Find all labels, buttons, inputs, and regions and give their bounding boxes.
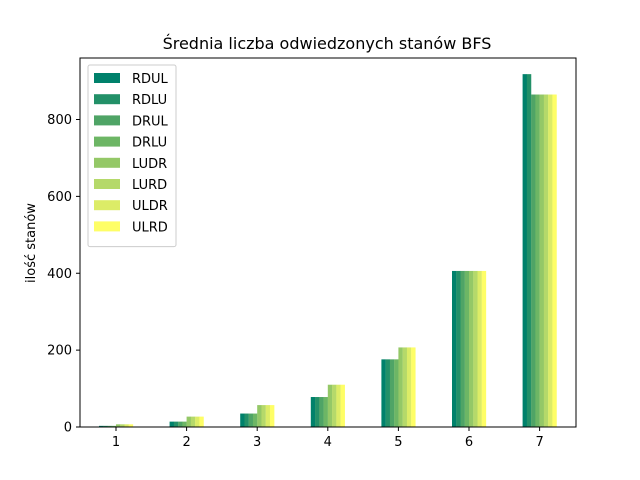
legend-label-ulrd: ULRD — [132, 220, 168, 235]
chart-title: Średnia liczba odwiedzonych stanów BFS — [163, 34, 492, 53]
bar-drlu-3 — [252, 413, 258, 427]
x-tick-label: 7 — [535, 435, 543, 450]
bar-rdlu-7 — [526, 74, 532, 427]
bar-uldr-3 — [265, 405, 271, 427]
bar-drul-4 — [319, 397, 324, 427]
bar-rdlu-4 — [315, 397, 320, 427]
x-tick-label: 4 — [324, 435, 332, 450]
bar-drul-2 — [178, 421, 183, 427]
legend-swatch-rdlu — [94, 94, 120, 105]
bar-uldr-7 — [548, 94, 553, 428]
bar-uldr-5 — [406, 347, 412, 427]
x-tick-label: 5 — [394, 435, 402, 450]
bar-rdul-3 — [240, 413, 245, 427]
legend-swatch-uldr — [94, 200, 120, 211]
bar-rdul-7 — [522, 74, 527, 427]
bar-drlu-5 — [394, 359, 399, 427]
y-axis-ticks: 0 200 400 600 800 — [47, 113, 80, 436]
bar-drlu-1 — [111, 425, 117, 427]
bar-uldr-4 — [336, 384, 341, 427]
bar-ulrd-1 — [128, 424, 134, 427]
bar-ludr-2 — [186, 416, 191, 427]
bar-ulrd-6 — [481, 270, 487, 427]
bar-rdul-4 — [310, 397, 316, 427]
legend-swatch-rdul — [94, 73, 120, 83]
legend-swatch-ludr — [94, 157, 120, 168]
bar-uldr-2 — [195, 416, 200, 427]
x-tick-label: 3 — [253, 435, 261, 450]
y-tick-label: 200 — [47, 344, 72, 359]
bar-rdul-1 — [99, 425, 104, 427]
bar-lurd-6 — [473, 270, 478, 427]
bar-drul-5 — [389, 359, 395, 427]
x-axis-ticks: 1 2 3 4 5 6 7 — [112, 427, 544, 450]
bar-lurd-7 — [543, 94, 549, 428]
y-tick-label: 400 — [47, 267, 72, 282]
bar-ludr-4 — [327, 384, 333, 427]
x-tick-label: 1 — [112, 435, 120, 450]
plot-frame — [79, 57, 577, 428]
legend-label-uldr: ULDR — [132, 199, 168, 214]
legend-label-ludr: LUDR — [132, 157, 167, 172]
bar-rdul-6 — [452, 270, 457, 427]
legend-label-rdul: RDUL — [132, 72, 169, 87]
bar-drlu-6 — [464, 270, 470, 427]
bar-rdlu-3 — [244, 413, 249, 427]
bar-ulrd-2 — [199, 416, 204, 427]
bar-drul-1 — [107, 425, 112, 427]
bar-drul-6 — [460, 270, 465, 427]
bar-drlu-7 — [535, 94, 540, 428]
bar-uldr-1 — [124, 424, 129, 427]
bar-drlu-2 — [182, 421, 187, 427]
y-axis-label: ilość stanów — [24, 203, 39, 283]
bar-ludr-1 — [116, 424, 121, 427]
bar-drul-7 — [531, 94, 536, 428]
bar-ludr-6 — [469, 270, 474, 427]
x-tick-label: 6 — [465, 435, 473, 450]
bar-ludr-5 — [398, 347, 403, 427]
legend: RDUL RDLU DRUL DRLU LUDR LURD ULDR ULRD — [87, 64, 177, 248]
bar-drul-3 — [248, 413, 254, 427]
bar-ulrd-4 — [340, 384, 345, 427]
y-tick-label: 800 — [47, 113, 72, 128]
bar-lurd-5 — [402, 347, 408, 427]
bars-group — [99, 74, 557, 428]
y-tick-label: 600 — [47, 190, 72, 205]
bar-rdlu-1 — [103, 425, 108, 427]
x-tick-label: 2 — [182, 435, 190, 450]
legend-swatch-drlu — [94, 136, 120, 147]
bar-ulrd-3 — [269, 405, 275, 427]
bar-rdlu-5 — [385, 359, 391, 427]
legend-label-lurd: LURD — [132, 178, 167, 193]
bar-drlu-4 — [323, 397, 328, 427]
bar-ulrd-5 — [411, 347, 416, 427]
bar-ludr-3 — [257, 405, 262, 427]
legend-swatch-lurd — [94, 179, 120, 189]
bar-rdlu-2 — [173, 421, 179, 427]
legend-label-drul: DRUL — [132, 114, 169, 129]
y-tick-label: 0 — [64, 421, 72, 436]
legend-swatch-drul — [94, 115, 120, 126]
bar-uldr-6 — [477, 270, 482, 427]
bar-lurd-3 — [261, 405, 266, 427]
bar-rdul-5 — [381, 359, 386, 427]
bar-lurd-2 — [190, 416, 196, 427]
bar-ulrd-7 — [552, 94, 557, 428]
legend-label-rdlu: RDLU — [132, 93, 167, 108]
legend-swatch-ulrd — [94, 221, 120, 232]
bar-ludr-7 — [539, 94, 544, 428]
bar-lurd-1 — [120, 424, 125, 427]
bar-lurd-4 — [332, 384, 337, 427]
bar-rdlu-6 — [456, 270, 461, 427]
bar-rdul-2 — [169, 421, 174, 427]
legend-label-drlu: DRLU — [132, 136, 167, 151]
